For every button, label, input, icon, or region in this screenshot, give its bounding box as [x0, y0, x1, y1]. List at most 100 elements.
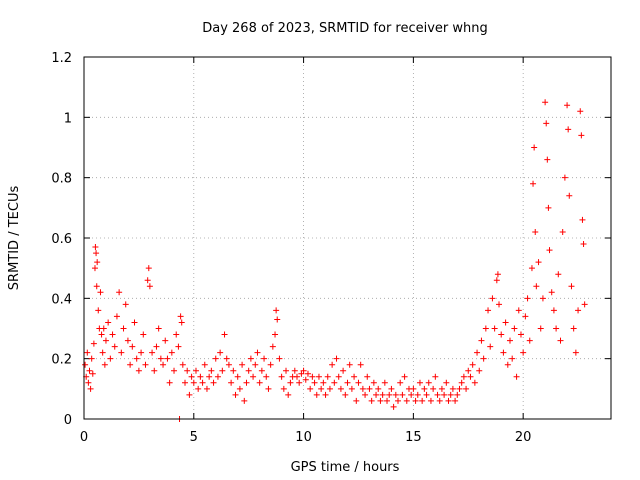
x-tick-label: 5	[190, 430, 198, 445]
data-point	[568, 283, 575, 290]
data-point	[223, 355, 230, 362]
data-point	[236, 385, 243, 392]
data-point	[561, 174, 568, 181]
data-point	[113, 313, 120, 320]
data-point	[241, 397, 248, 404]
data-point	[118, 349, 125, 356]
data-point	[366, 385, 373, 392]
data-point	[315, 373, 322, 380]
data-point	[291, 367, 298, 374]
data-point	[311, 379, 318, 386]
data-point	[97, 289, 104, 296]
data-point	[557, 337, 564, 344]
data-point	[469, 361, 476, 368]
data-point	[89, 370, 96, 377]
data-point	[296, 379, 303, 386]
data-point	[408, 391, 415, 398]
data-point	[399, 391, 406, 398]
data-point	[160, 361, 167, 368]
data-point	[195, 385, 202, 392]
data-point	[581, 301, 588, 308]
data-point	[397, 379, 404, 386]
data-point	[498, 331, 505, 338]
data-point	[403, 397, 410, 404]
data-point	[482, 325, 489, 332]
data-point	[445, 397, 452, 404]
data-point	[98, 331, 105, 338]
data-point	[166, 379, 173, 386]
data-point	[432, 373, 439, 380]
x-tick-label: 20	[515, 430, 532, 445]
data-point	[129, 343, 136, 350]
data-point	[430, 385, 437, 392]
data-point	[553, 325, 560, 332]
data-point	[184, 367, 191, 374]
data-point	[331, 379, 338, 386]
y-tick-label: 0	[64, 413, 72, 428]
data-point	[506, 337, 513, 344]
data-point	[258, 367, 265, 374]
data-point	[92, 244, 99, 251]
data-point	[526, 337, 533, 344]
data-point	[120, 325, 127, 332]
data-point	[346, 361, 353, 368]
data-point	[566, 192, 573, 199]
y-tick-label: 1.2	[51, 51, 72, 66]
data-point	[493, 277, 500, 284]
data-point	[273, 307, 280, 314]
data-point	[87, 385, 94, 392]
data-point	[333, 355, 340, 362]
data-point	[245, 367, 252, 374]
data-point	[388, 385, 395, 392]
data-point	[467, 373, 474, 380]
data-point	[579, 216, 586, 223]
data-point	[436, 397, 443, 404]
data-point	[234, 373, 241, 380]
data-point	[580, 241, 587, 248]
data-point	[247, 355, 254, 362]
data-point	[456, 385, 463, 392]
data-point	[142, 361, 149, 368]
data-point	[494, 271, 501, 278]
data-point	[559, 228, 566, 235]
data-point	[302, 376, 309, 383]
data-point	[565, 126, 572, 133]
data-point	[522, 313, 529, 320]
data-point	[471, 379, 478, 386]
data-point	[329, 361, 336, 368]
data-point	[85, 379, 92, 386]
data-point	[228, 379, 235, 386]
data-point	[539, 295, 546, 302]
data-point	[500, 349, 507, 356]
data-point	[219, 367, 226, 374]
data-point	[153, 343, 160, 350]
data-point	[135, 367, 142, 374]
data-point	[101, 361, 108, 368]
data-point	[269, 343, 276, 350]
data-point	[373, 391, 380, 398]
data-point	[177, 313, 184, 320]
data-point	[489, 295, 496, 302]
data-point	[208, 367, 215, 374]
data-point	[146, 283, 153, 290]
data-point	[182, 379, 189, 386]
data-point	[487, 343, 494, 350]
data-point	[478, 337, 485, 344]
data-point	[368, 397, 375, 404]
data-point	[90, 340, 97, 347]
data-point	[105, 319, 112, 326]
data-point	[410, 385, 417, 392]
y-tick-label: 0.6	[51, 232, 72, 247]
data-point	[324, 373, 331, 380]
data-point	[94, 259, 101, 266]
data-points	[82, 99, 588, 422]
data-point	[82, 361, 89, 368]
data-point	[452, 397, 459, 404]
data-point	[535, 259, 542, 266]
data-point	[309, 373, 316, 380]
data-point	[199, 379, 206, 386]
data-point	[287, 379, 294, 386]
data-point	[155, 325, 162, 332]
data-point	[412, 397, 419, 404]
